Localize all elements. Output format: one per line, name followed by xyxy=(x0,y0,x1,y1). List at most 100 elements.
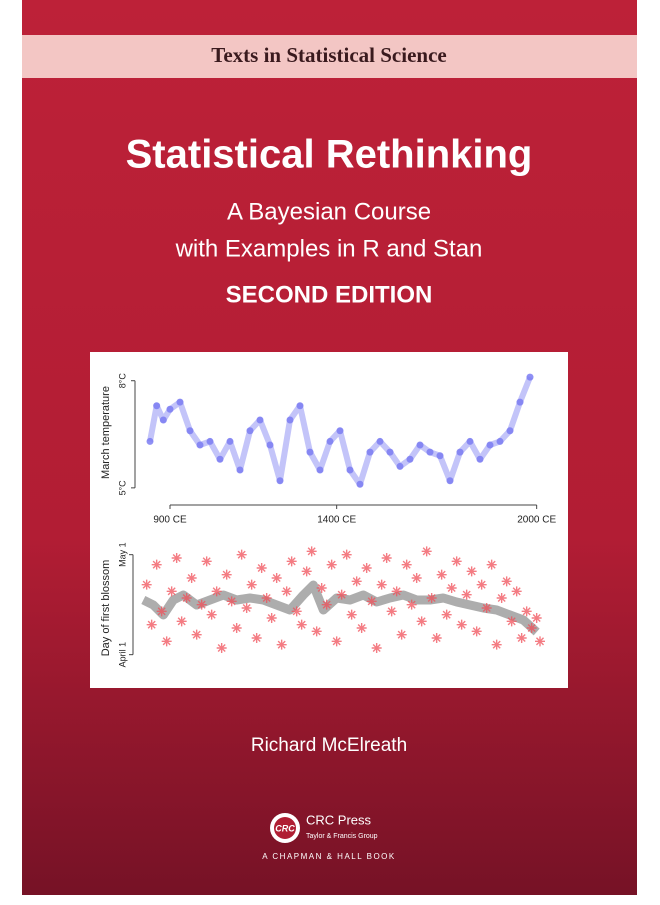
data-star xyxy=(181,593,192,603)
data-star xyxy=(396,629,407,640)
data-point xyxy=(366,448,374,456)
data-point xyxy=(486,441,494,449)
publisher-tagline: Taylor & Francis Group xyxy=(306,833,378,840)
data-star xyxy=(531,613,542,623)
edition: SECOND EDITION xyxy=(226,281,433,308)
data-star xyxy=(171,553,182,563)
data-point xyxy=(396,462,404,470)
data-star xyxy=(511,586,522,597)
data-star xyxy=(331,636,342,647)
data-point xyxy=(153,402,161,410)
data-star xyxy=(416,616,427,627)
data-star xyxy=(451,556,462,567)
data-star xyxy=(221,569,232,580)
data-point xyxy=(306,448,314,456)
figure: March temperature 5°C 8°C 900 CE 1400 CE 2000… xyxy=(100,373,557,668)
data-star xyxy=(456,619,467,630)
x-tick-label: 2000 CE xyxy=(517,515,556,526)
data-point xyxy=(326,437,334,445)
x-tick-label: 1400 CE xyxy=(317,515,356,526)
data-point xyxy=(256,416,264,424)
series-line xyxy=(147,376,533,488)
data-point xyxy=(206,437,214,445)
data-star xyxy=(376,579,387,590)
subtitle: A Bayesian Course xyxy=(227,198,431,225)
data-star xyxy=(186,573,197,583)
data-star xyxy=(431,633,442,643)
data-star xyxy=(361,563,372,573)
data-point xyxy=(196,441,204,449)
data-point xyxy=(246,427,254,435)
data-star xyxy=(241,603,252,613)
data-star xyxy=(401,559,412,570)
data-point xyxy=(356,480,364,488)
data-star xyxy=(381,553,392,563)
data-point xyxy=(266,441,274,449)
data-star xyxy=(466,566,477,577)
data-star xyxy=(246,579,257,590)
y-tick-label: May 1 xyxy=(117,542,127,567)
data-star xyxy=(371,643,382,653)
data-star xyxy=(191,629,202,640)
data-star xyxy=(496,593,507,603)
data-star xyxy=(446,583,457,593)
data-star xyxy=(201,556,212,567)
data-star xyxy=(236,549,247,560)
series-band xyxy=(22,35,637,78)
data-star xyxy=(151,559,162,570)
data-point xyxy=(476,455,484,463)
data-star xyxy=(166,586,177,597)
data-star xyxy=(341,549,352,560)
data-star xyxy=(526,623,537,633)
data-point xyxy=(516,398,524,406)
data-star xyxy=(491,639,502,650)
data-star xyxy=(216,643,227,653)
data-star xyxy=(486,559,497,570)
data-star xyxy=(476,579,487,590)
data-star xyxy=(356,623,367,633)
data-star xyxy=(271,573,282,583)
data-point xyxy=(506,427,514,435)
data-point xyxy=(446,477,454,485)
data-point xyxy=(216,455,224,463)
data-star xyxy=(261,593,272,603)
data-star xyxy=(321,599,332,610)
data-star xyxy=(535,636,545,647)
data-point xyxy=(166,405,174,413)
data-star xyxy=(326,559,337,570)
data-point xyxy=(316,466,324,474)
subtitle: with Examples in R and Stan xyxy=(175,235,483,262)
data-point xyxy=(436,452,444,460)
data-point xyxy=(466,437,474,445)
data-star xyxy=(366,596,377,607)
y-tick-label: 8°C xyxy=(117,373,127,389)
data-star xyxy=(346,609,357,620)
data-point xyxy=(236,466,244,474)
data-star xyxy=(226,596,237,607)
data-star xyxy=(516,633,527,643)
data-star xyxy=(211,586,222,597)
book-title: Statistical Rethinking xyxy=(126,133,533,177)
data-star xyxy=(291,606,302,617)
data-point xyxy=(416,441,424,449)
data-star xyxy=(266,613,277,623)
data-point xyxy=(159,416,167,424)
data-star xyxy=(436,569,447,580)
data-star xyxy=(231,623,242,633)
data-point xyxy=(496,437,504,445)
data-star xyxy=(471,626,482,637)
series-label: Texts in Statistical Science xyxy=(211,43,446,67)
data-star xyxy=(286,556,297,567)
y-axis-label: March temperature xyxy=(100,386,112,479)
data-star xyxy=(391,586,402,597)
author: Richard McElreath xyxy=(251,735,407,756)
data-star xyxy=(441,609,452,620)
data-star xyxy=(141,579,152,590)
data-point xyxy=(376,437,384,445)
data-star xyxy=(281,586,292,597)
data-point xyxy=(186,427,194,435)
data-star xyxy=(521,606,532,617)
data-star xyxy=(481,603,492,613)
